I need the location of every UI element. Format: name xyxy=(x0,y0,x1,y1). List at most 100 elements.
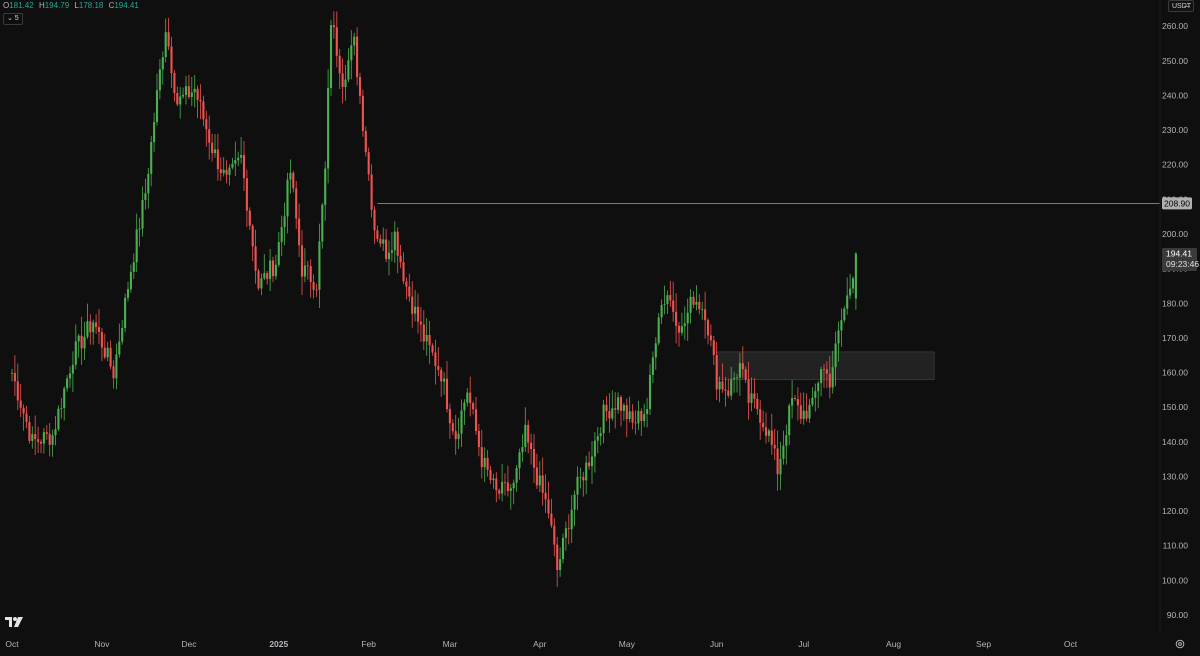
candle xyxy=(834,331,837,387)
time-tick-label: Aug xyxy=(886,639,901,649)
candle xyxy=(646,397,649,428)
candle xyxy=(428,320,431,364)
candle xyxy=(121,320,124,345)
candle xyxy=(802,392,805,425)
candle xyxy=(300,230,304,296)
candle xyxy=(298,203,301,258)
open-value: 181.42 xyxy=(9,1,34,10)
candle xyxy=(651,351,654,384)
candle xyxy=(196,85,199,119)
candle xyxy=(788,403,791,445)
candle xyxy=(71,351,74,392)
time-tick-label: Nov xyxy=(94,639,110,649)
time-tick-label: Apr xyxy=(533,639,546,649)
candle xyxy=(254,229,257,284)
candle xyxy=(686,298,689,342)
candle xyxy=(530,433,533,465)
candle xyxy=(596,427,599,454)
candle xyxy=(750,377,753,412)
currency-select[interactable]: USDT — xyxy=(1168,0,1194,12)
candle xyxy=(605,395,608,422)
candle xyxy=(414,289,417,322)
candle xyxy=(66,374,69,392)
candle xyxy=(63,386,66,421)
candle xyxy=(263,254,266,281)
candle xyxy=(228,164,231,186)
candle xyxy=(561,533,565,564)
tradingview-logo-icon[interactable] xyxy=(4,616,24,628)
candle xyxy=(828,356,831,399)
candle xyxy=(567,514,570,545)
candle xyxy=(532,434,536,483)
candle xyxy=(535,453,538,489)
candle xyxy=(770,413,773,455)
candle xyxy=(399,244,402,269)
candle xyxy=(593,431,596,473)
close-value: 194.41 xyxy=(114,1,139,10)
candle xyxy=(663,285,666,315)
candle xyxy=(347,48,350,83)
candle xyxy=(657,313,660,346)
candle xyxy=(22,404,25,431)
candle xyxy=(718,376,721,403)
candle xyxy=(585,455,588,495)
candle xyxy=(176,86,179,107)
candle xyxy=(689,289,692,324)
candle xyxy=(95,314,98,335)
candle xyxy=(68,366,72,388)
candle xyxy=(155,73,159,126)
candle xyxy=(182,87,185,99)
candle xyxy=(277,231,280,268)
candle xyxy=(411,281,414,328)
candle xyxy=(570,495,573,543)
candle xyxy=(376,225,379,242)
candle xyxy=(158,59,161,100)
candle xyxy=(231,157,234,170)
candle xyxy=(48,422,51,457)
candle xyxy=(547,481,550,519)
candle xyxy=(103,333,106,360)
low-label: L xyxy=(74,1,79,10)
candle xyxy=(422,310,425,351)
candle xyxy=(512,479,515,505)
candle xyxy=(489,465,492,484)
candle xyxy=(109,340,112,370)
candle xyxy=(614,392,617,429)
candle xyxy=(271,256,275,283)
candle xyxy=(727,378,730,398)
time-axis[interactable]: Oct Nov Dec 2025 Feb Mar Apr May Jun Jul Aug Sep Oct xyxy=(5,639,1077,649)
last-price-label: 194.41 xyxy=(1166,249,1192,259)
price-tick-label: 140.00 xyxy=(1162,437,1188,447)
price-tick-label: 110.00 xyxy=(1163,541,1189,551)
candle xyxy=(709,324,712,347)
candle xyxy=(425,318,428,356)
candle xyxy=(106,341,109,362)
time-tick-label: Sep xyxy=(976,639,991,649)
candle xyxy=(492,473,495,489)
candle xyxy=(83,322,86,361)
candle xyxy=(77,333,80,358)
interval-collapse-button[interactable]: ⌄ 5 xyxy=(3,13,23,25)
candle xyxy=(799,392,802,424)
candle xyxy=(28,416,31,444)
candle xyxy=(213,134,217,158)
price-axis[interactable]: 90.00 100.00 110.00 120.00 130.00 140.00 150.0… xyxy=(1162,21,1188,620)
price-tick-label: 260.00 xyxy=(1162,21,1188,31)
candle xyxy=(248,207,251,230)
candle xyxy=(126,281,130,302)
candle xyxy=(503,473,507,496)
candle xyxy=(269,248,272,292)
candle xyxy=(756,393,759,415)
settings-gear-icon[interactable] xyxy=(1175,639,1185,649)
price-tick-label: 100.00 xyxy=(1162,575,1188,585)
ohlc-legend: O181.42 H194.79 L178.18 C194.41 xyxy=(3,1,142,11)
candle xyxy=(208,115,211,160)
currency-menu-icon: — xyxy=(1184,4,1190,10)
close-label: C xyxy=(108,1,115,10)
candle xyxy=(312,274,315,299)
candle xyxy=(190,77,193,107)
time-tick-label: Jun xyxy=(710,639,724,649)
candle xyxy=(144,178,147,210)
